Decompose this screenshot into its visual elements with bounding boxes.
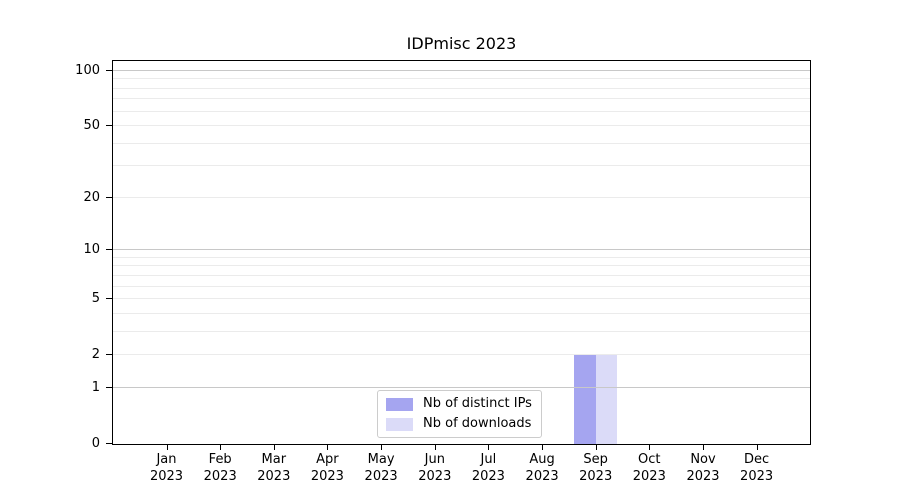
y-tick-label: 50 [83,118,100,134]
gridline-minor [113,313,810,314]
gridline-major [113,70,810,71]
y-tick-label: 2 [91,347,100,363]
x-tick-mark [273,444,275,450]
x-tick-mark [595,444,597,450]
x-tick-label: Mar 2023 [257,452,291,484]
x-tick-label: Aug 2023 [525,452,559,484]
legend-label-downloads: Nb of downloads [423,416,532,431]
gridline-minor [113,125,810,126]
x-tick-label: Oct 2023 [632,452,666,484]
gridline-major [113,387,810,388]
legend-item-distinct-ips: Nb of distinct IPs [386,396,532,412]
y-tick-label: 10 [83,242,100,258]
y-tick-mark [106,197,112,198]
x-tick-mark [649,444,651,450]
y-tick-label: 20 [83,189,100,205]
gridline-minor [113,265,810,266]
y-tick-mark [106,70,112,71]
chart-title: IDPmisc 2023 [406,34,517,53]
gridline-minor [113,143,810,144]
y-tick-mark [106,354,112,355]
legend: Nb of distinct IPs Nb of downloads [377,390,542,438]
x-tick-label: Sep 2023 [579,452,613,484]
x-tick-mark [703,444,704,450]
bar-downloads [595,354,618,444]
x-tick-label: Jun 2023 [418,452,452,484]
gridline-minor [113,298,810,299]
y-tick-mark [106,249,112,250]
legend-swatch-downloads [386,417,413,431]
x-tick-label: Jul 2023 [471,452,505,484]
y-tick-label: 0 [91,436,100,451]
x-tick-mark [542,444,544,450]
plot-area: 0 1 2 5 10 20 50 100 Jan 2023 Feb 2023 Mar 2023 Apr… [75,60,811,484]
x-tick-mark [381,444,383,450]
x-tick-mark [327,444,329,450]
bar-distinct-ips [574,354,596,444]
gridline-minor [113,98,810,99]
y-tick-label: 5 [91,291,100,307]
gridline-minor [113,78,810,79]
y-tick-mark [106,298,112,299]
x-tick-mark [220,444,222,450]
gridline-minor [113,88,810,89]
gridline-minor [113,331,810,332]
x-tick-mark [756,444,758,450]
x-tick-label: Jan 2023 [149,452,184,484]
x-tick-mark [488,444,490,450]
y-tick-label: 100 [75,63,100,78]
x-tick-label: May 2023 [364,452,398,484]
legend-swatch-distinct-ips [386,397,413,411]
x-tick-label: Feb 2023 [203,452,237,484]
gridline-minor [113,165,810,166]
gridline-minor [113,286,810,287]
gridline-minor [113,111,810,112]
legend-label-distinct-ips: Nb of distinct IPs [423,396,532,411]
x-tick-label: Dec 2023 [740,452,774,484]
y-tick-mark [106,387,112,388]
x-tick-mark [166,444,168,450]
gridline-minor [113,275,810,276]
gridline-major [113,249,810,250]
x-tick-label: Apr 2023 [310,452,344,484]
y-tick-label: 1 [91,380,100,395]
x-tick-label: Nov 2023 [686,452,720,484]
y-tick-mark [106,125,112,126]
gridline-minor [113,257,810,258]
y-tick-mark [106,443,112,444]
legend-item-downloads: Nb of downloads [386,416,532,432]
gridline-minor [113,197,810,198]
gridline-minor [113,354,810,355]
x-tick-mark [434,444,436,450]
